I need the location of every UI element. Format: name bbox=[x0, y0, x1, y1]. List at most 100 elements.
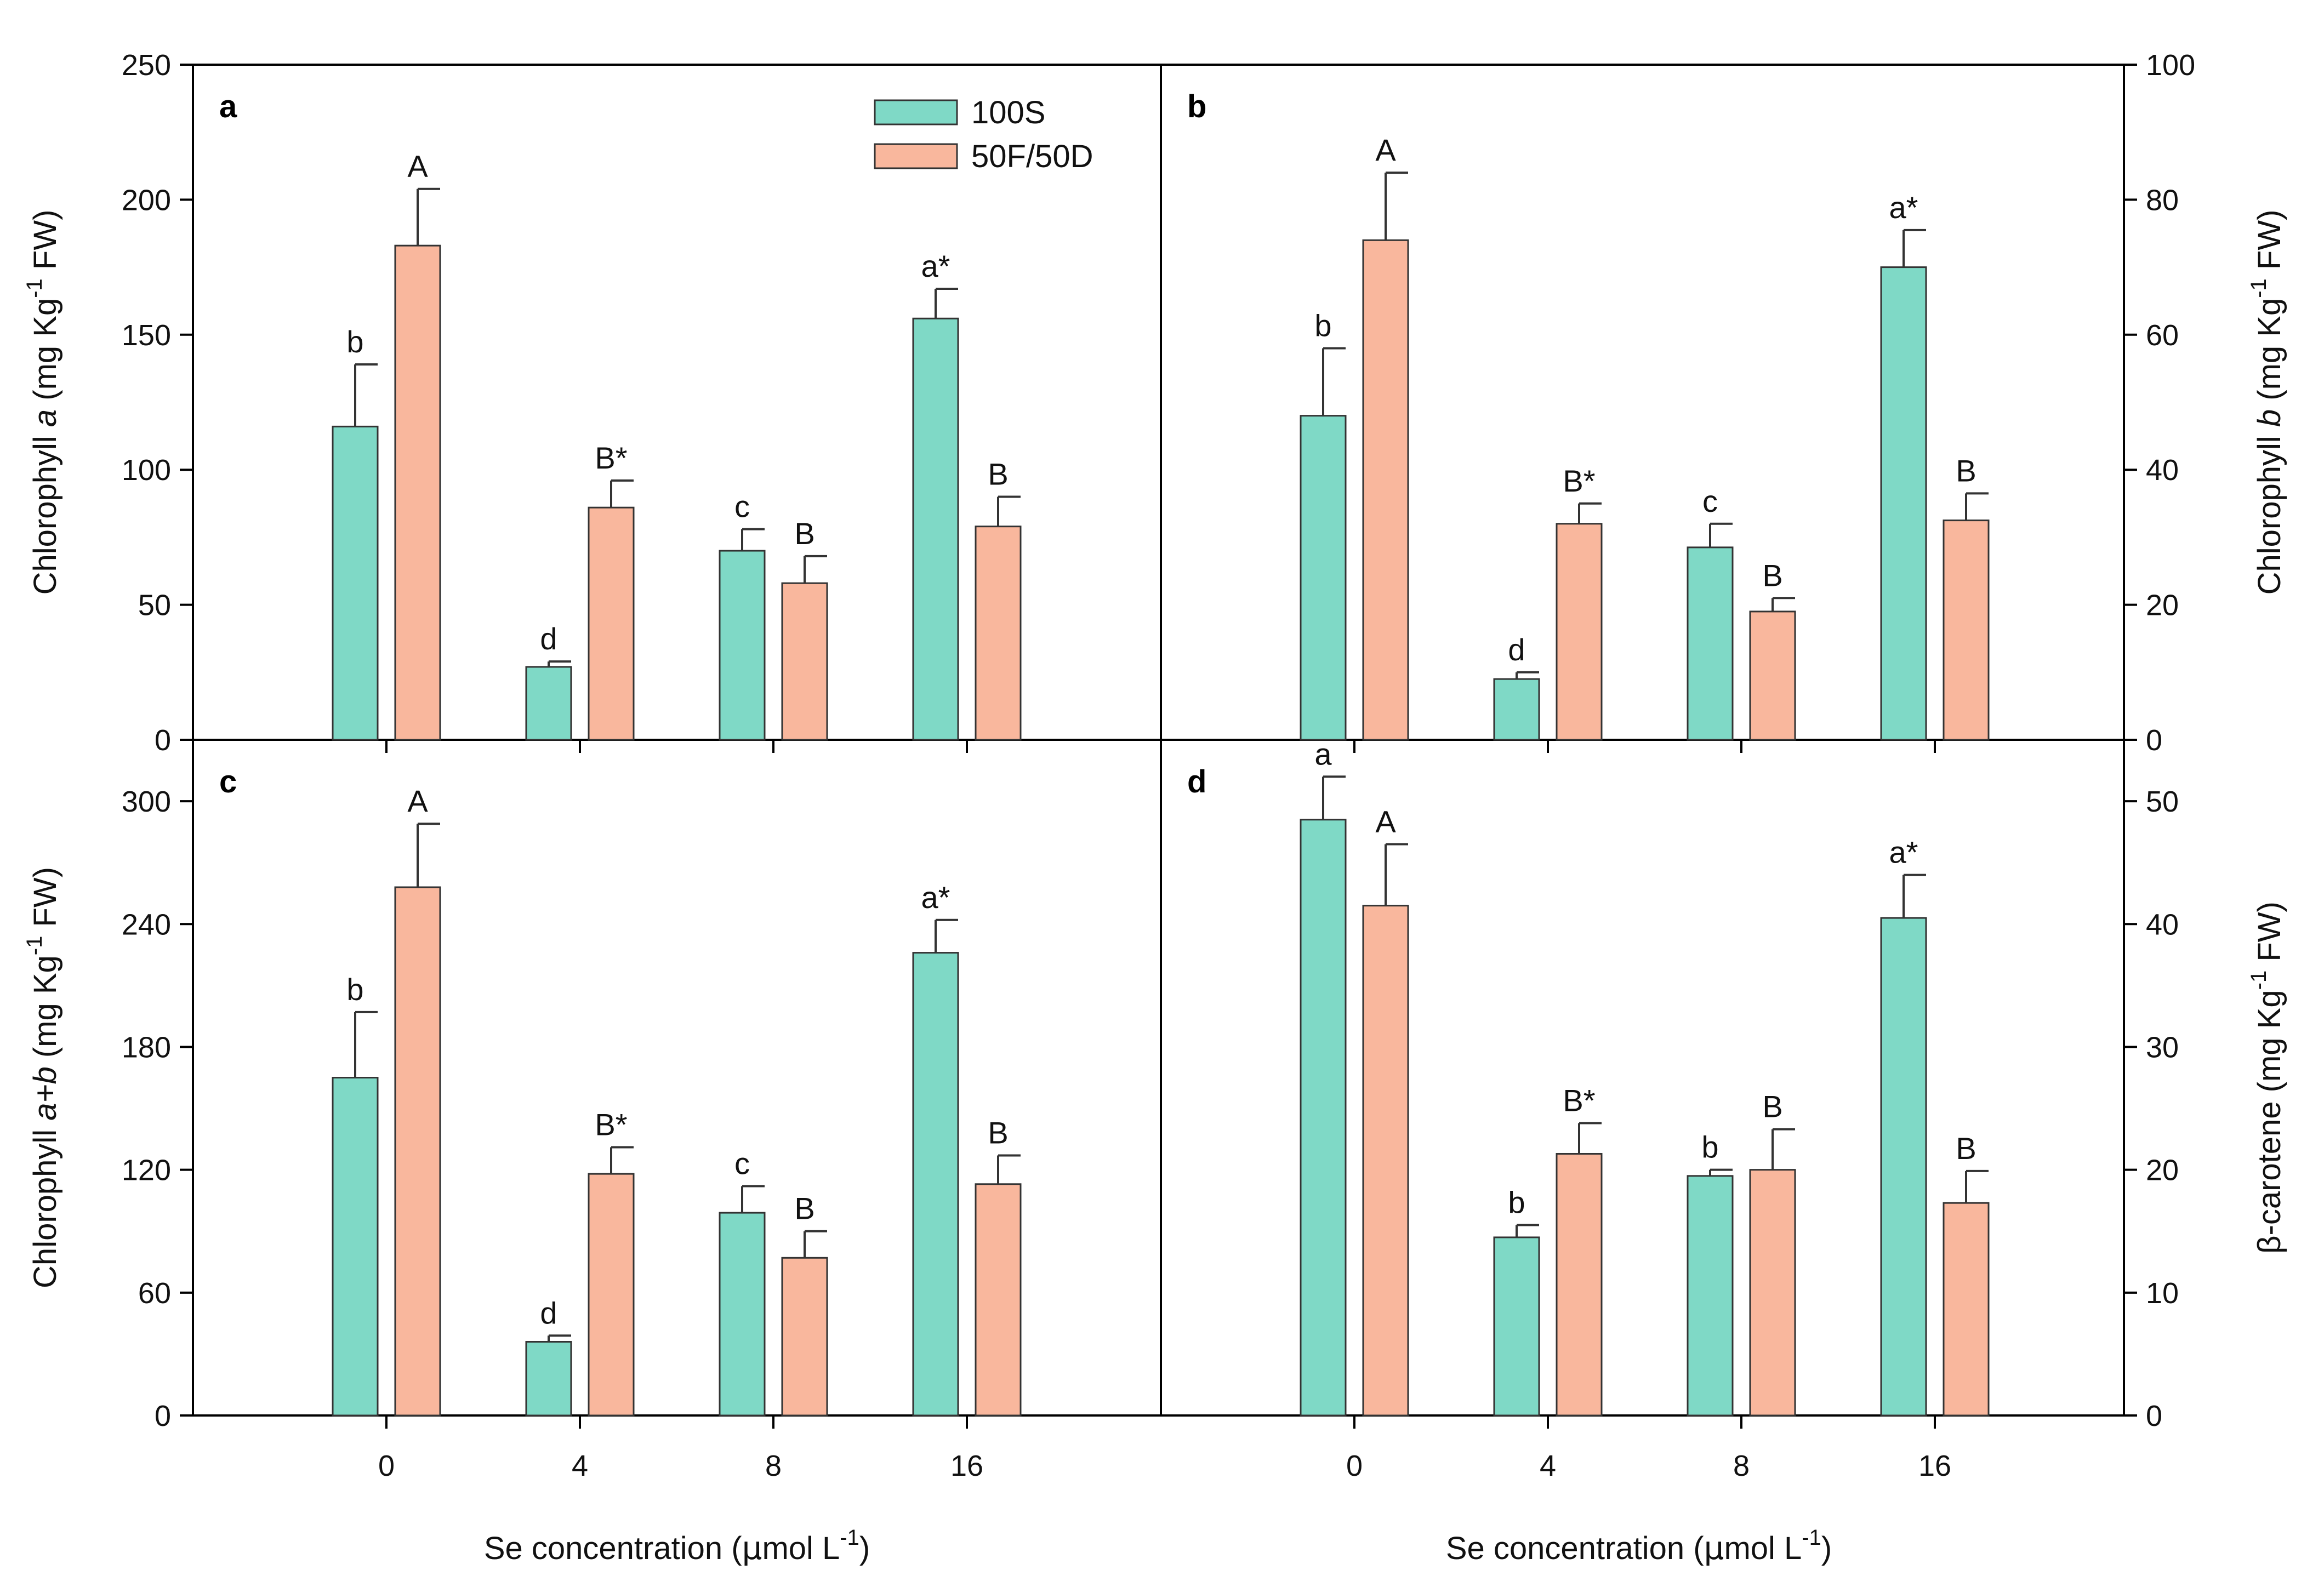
error-bar-panel-c-50F50D-16 bbox=[997, 1154, 1021, 1184]
error-bar-panel-d-100S-0 bbox=[1322, 775, 1346, 820]
x-tick-label-panel-c: 4 bbox=[572, 1449, 588, 1482]
bar-panel-c-100S-16 bbox=[912, 952, 959, 1417]
bar-panel-b-100S-4 bbox=[1493, 678, 1540, 741]
significance-label-panel-a: d bbox=[540, 621, 557, 656]
legend-swatch-50f50d bbox=[874, 143, 958, 169]
error-bar-panel-b-100S-16 bbox=[1903, 229, 1926, 267]
error-bar-panel-b-50F50D-8 bbox=[1772, 597, 1795, 612]
bar-panel-b-50F50D-4 bbox=[1556, 523, 1603, 741]
y-tick-label-panel-c: 60 bbox=[138, 1277, 171, 1310]
significance-label-panel-b: d bbox=[1508, 632, 1525, 667]
significance-label-panel-d: A bbox=[1375, 804, 1396, 839]
bar-panel-d-100S-16 bbox=[1880, 917, 1927, 1417]
panel-label-d: d bbox=[1187, 764, 1206, 800]
bar-panel-a-100S-0 bbox=[332, 425, 379, 741]
significance-label-panel-b: A bbox=[1375, 133, 1396, 167]
y-tick-label-panel-a: 150 bbox=[122, 319, 171, 352]
significance-label-panel-a: b bbox=[346, 324, 363, 359]
error-bar-panel-c-100S-0 bbox=[354, 1011, 378, 1078]
error-bar-panel-b-50F50D-16 bbox=[1965, 492, 1989, 521]
error-bar-panel-c-50F50D-0 bbox=[417, 823, 440, 888]
significance-label-panel-a: B bbox=[794, 516, 814, 551]
significance-label-panel-c: c bbox=[734, 1146, 750, 1181]
error-bar-panel-d-100S-4 bbox=[1516, 1224, 1539, 1237]
y-tick-label-panel-b: 100 bbox=[2146, 49, 2195, 82]
bar-panel-c-100S-0 bbox=[332, 1077, 379, 1417]
bar-panel-c-50F50D-16 bbox=[975, 1183, 1022, 1417]
bar-panel-b-100S-0 bbox=[1300, 415, 1347, 741]
error-bar-panel-a-100S-0 bbox=[354, 363, 378, 427]
bar-panel-a-50F50D-8 bbox=[781, 582, 828, 741]
error-bar-panel-a-50F50D-8 bbox=[804, 555, 827, 584]
significance-label-panel-c: b bbox=[346, 972, 363, 1007]
y-tick-label-panel-b: 20 bbox=[2146, 589, 2179, 622]
error-bar-panel-d-100S-8 bbox=[1709, 1168, 1733, 1176]
bar-panel-c-100S-4 bbox=[525, 1340, 572, 1417]
significance-label-panel-c: B* bbox=[595, 1108, 627, 1142]
significance-label-panel-c: A bbox=[407, 784, 428, 818]
y-tick-label-panel-b: 60 bbox=[2146, 319, 2179, 352]
significance-label-panel-b: B bbox=[1762, 558, 1782, 592]
error-bar-panel-b-100S-4 bbox=[1516, 671, 1539, 680]
legend-label-100s: 100S bbox=[971, 95, 1045, 130]
bar-panel-b-50F50D-16 bbox=[1943, 520, 1990, 741]
error-bar-panel-d-50F50D-8 bbox=[1772, 1128, 1795, 1170]
x-tick-label-panel-c: 0 bbox=[378, 1449, 395, 1482]
error-bar-panel-b-50F50D-4 bbox=[1578, 502, 1602, 524]
x-axis-title-left: Se concentration (μmol L-1) bbox=[484, 1526, 870, 1567]
significance-label-panel-b: b bbox=[1314, 308, 1331, 342]
y-axis-title-panel-b: Chlorophyll b (mg Kg-1 FW) bbox=[2247, 210, 2287, 595]
y-tick-label-panel-a: 0 bbox=[155, 724, 171, 757]
bar-panel-d-50F50D-4 bbox=[1556, 1152, 1603, 1417]
y-tick-label-panel-d: 50 bbox=[2146, 785, 2179, 818]
error-bar-panel-c-50F50D-8 bbox=[804, 1230, 827, 1258]
bar-panel-a-50F50D-16 bbox=[975, 526, 1022, 741]
y-axis-title-panel-d: β-carotene (mg Kg-1 FW) bbox=[2247, 901, 2287, 1254]
error-bar-panel-a-100S-4 bbox=[548, 660, 571, 667]
panel-label-a: a bbox=[219, 89, 237, 124]
bars-layer bbox=[332, 172, 1990, 1417]
significance-label-panel-b: c bbox=[1702, 484, 1718, 518]
bar-panel-c-100S-8 bbox=[719, 1212, 766, 1417]
panel-frames bbox=[180, 64, 2137, 1429]
error-bar-panel-d-50F50D-0 bbox=[1385, 843, 1408, 906]
significance-label-panel-c: a* bbox=[921, 880, 950, 915]
error-bar-panel-c-50F50D-4 bbox=[610, 1146, 634, 1174]
bar-panel-b-100S-8 bbox=[1687, 546, 1734, 741]
significance-label-panel-c: B bbox=[794, 1191, 814, 1226]
panel-label-c: c bbox=[219, 764, 237, 800]
y-tick-label-panel-b: 80 bbox=[2146, 184, 2179, 216]
significance-label-panel-d: a* bbox=[1889, 835, 1918, 870]
error-bar-panel-c-100S-16 bbox=[935, 918, 958, 953]
significance-label-panel-a: a* bbox=[921, 249, 950, 283]
x-tick-label-panel-d: 0 bbox=[1346, 1449, 1363, 1482]
bar-panel-b-50F50D-0 bbox=[1362, 239, 1409, 741]
panel-label-b: b bbox=[1187, 89, 1206, 124]
bar-panel-d-50F50D-0 bbox=[1362, 905, 1409, 1417]
y-tick-label-panel-a: 200 bbox=[122, 184, 171, 216]
x-tick-label-panel-d: 8 bbox=[1733, 1449, 1750, 1482]
x-axis-title-right: Se concentration (μmol L-1) bbox=[1446, 1526, 1832, 1567]
bar-panel-a-50F50D-4 bbox=[588, 506, 635, 741]
bar-panel-c-50F50D-0 bbox=[394, 886, 441, 1417]
y-tick-label-panel-c: 300 bbox=[122, 785, 171, 818]
bar-panel-d-50F50D-16 bbox=[1943, 1202, 1990, 1417]
error-bar-panel-b-100S-0 bbox=[1322, 347, 1346, 416]
x-tick-label-panel-d: 4 bbox=[1540, 1449, 1556, 1482]
error-bar-panel-d-100S-16 bbox=[1903, 874, 1926, 918]
error-bar-panel-a-50F50D-16 bbox=[997, 495, 1021, 527]
y-tick-label-panel-d: 20 bbox=[2146, 1154, 2179, 1187]
error-bar-panel-b-100S-8 bbox=[1709, 522, 1733, 547]
y-tick-label-panel-a: 100 bbox=[122, 454, 171, 487]
legend-swatch-100s bbox=[874, 99, 958, 125]
bar-panel-b-100S-16 bbox=[1880, 266, 1927, 741]
y-tick-label-panel-c: 0 bbox=[155, 1400, 171, 1432]
error-bar-panel-a-100S-16 bbox=[935, 288, 958, 319]
significance-label-panel-d: b bbox=[1508, 1185, 1525, 1220]
y-tick-label-panel-a: 50 bbox=[138, 589, 171, 622]
y-tick-label-panel-d: 10 bbox=[2146, 1277, 2179, 1310]
bar-panel-d-100S-4 bbox=[1493, 1236, 1540, 1417]
bar-panel-d-100S-0 bbox=[1300, 819, 1347, 1417]
y-tick-label-panel-c: 240 bbox=[122, 908, 171, 941]
